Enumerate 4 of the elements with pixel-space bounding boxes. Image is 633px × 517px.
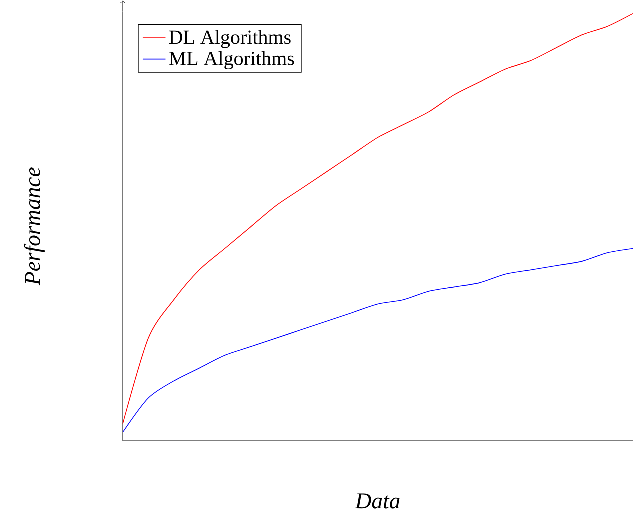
legend-label: ML Algorithms [169,51,294,70]
legend-label: DL Algorithms [169,30,291,48]
y-axis-title: Performance [24,168,45,286]
x-axis-title: Data [355,494,400,509]
